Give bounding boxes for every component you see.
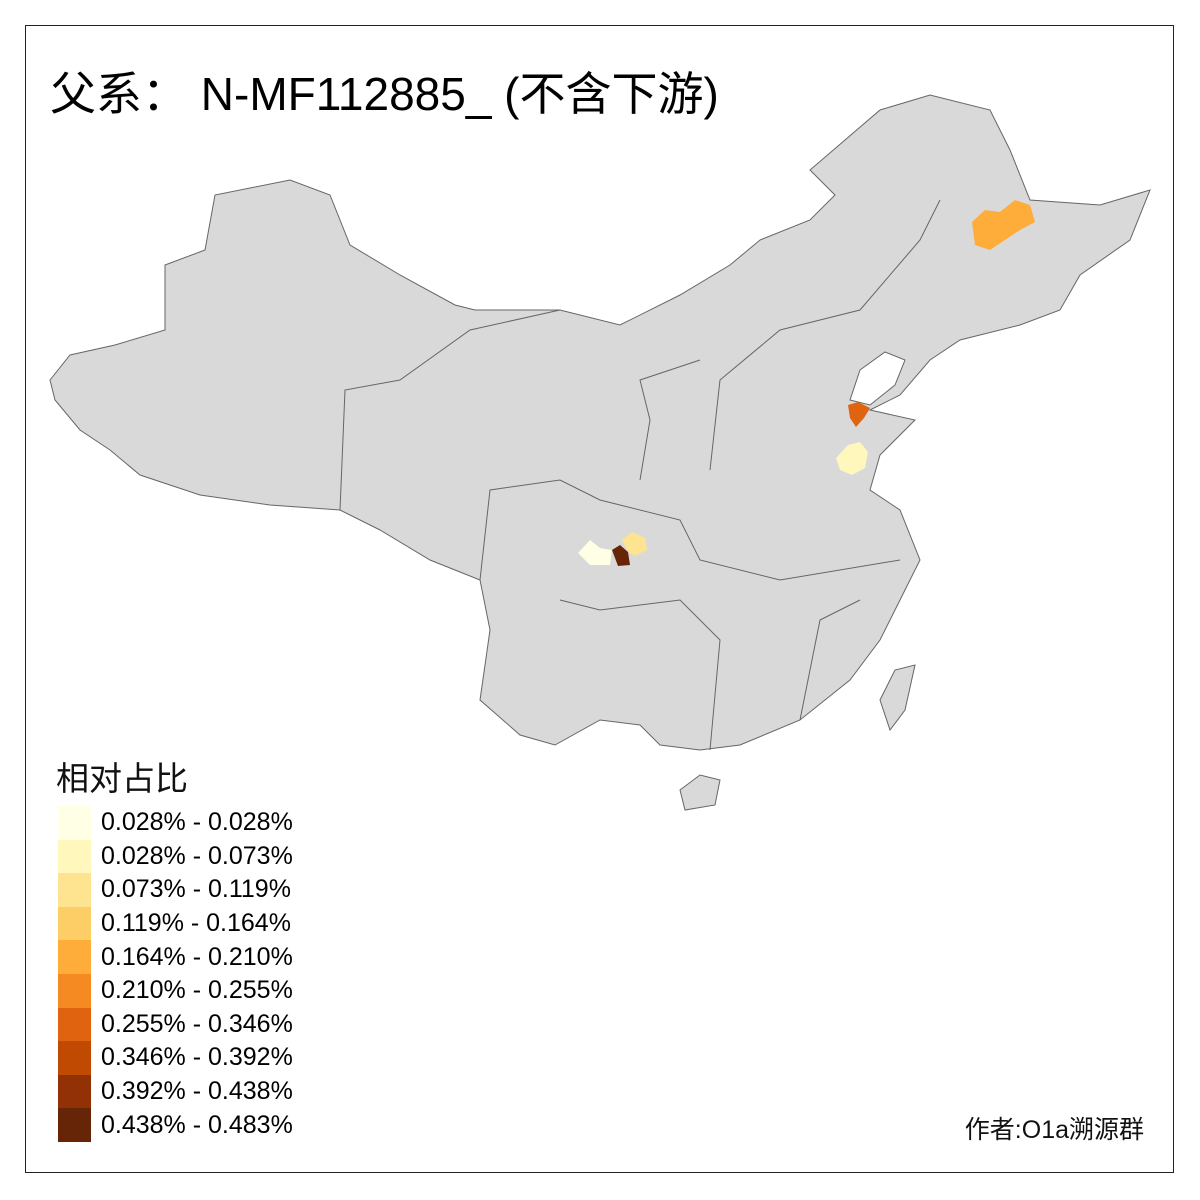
legend: 0.028% - 0.028% 0.028% - 0.073% 0.073% - 0…	[58, 806, 293, 1142]
legend-swatch	[58, 940, 91, 974]
province-borders	[559, 599, 721, 751]
legend-label: 0.438% - 0.483%	[101, 1110, 293, 1139]
legend-item: 0.438% - 0.483%	[58, 1108, 293, 1142]
hainan	[679, 774, 721, 811]
frame-border	[25, 25, 1174, 1173]
legend-swatch	[58, 806, 91, 840]
region-shandong-central	[836, 442, 868, 475]
legend-item: 0.392% - 0.438%	[58, 1074, 293, 1109]
legend-item: 0.028% - 0.073%	[58, 839, 293, 874]
map-title: 父系： N-MF112885_ (不含下游)	[50, 68, 719, 120]
region-sichuan-center	[612, 545, 630, 566]
legend-swatch	[58, 973, 91, 1008]
legend-item: 0.255% - 0.346%	[58, 1007, 293, 1042]
author-credit: 作者:O1a溯源群	[964, 1116, 1144, 1144]
legend-item: 0.028% - 0.028%	[58, 806, 293, 840]
legend-label: 0.164% - 0.210%	[101, 942, 293, 971]
region-shandong-north	[848, 402, 870, 427]
region-sichuan-east	[622, 532, 647, 556]
province-borders	[709, 199, 941, 471]
legend-swatch	[58, 873, 91, 907]
legend-label: 0.346% - 0.392%	[101, 1043, 293, 1072]
legend-swatch	[58, 1007, 91, 1042]
legend-label: 0.392% - 0.438%	[101, 1077, 293, 1106]
legend-title: 相对占比	[56, 759, 188, 798]
legend-item: 0.119% - 0.164%	[58, 906, 293, 941]
legend-item: 0.346% - 0.392%	[58, 1041, 293, 1075]
legend-item: 0.073% - 0.119%	[58, 873, 293, 907]
legend-item: 0.164% - 0.210%	[58, 940, 293, 974]
taiwan	[879, 664, 916, 732]
legend-label: 0.119% - 0.164%	[101, 909, 291, 938]
legend-swatch	[58, 1074, 91, 1109]
legend-swatch	[58, 1108, 91, 1142]
legend-swatch	[58, 906, 91, 941]
region-sichuan-west	[578, 540, 612, 565]
region-heilongjiang	[972, 200, 1035, 250]
province-borders	[799, 599, 861, 721]
province-borders	[639, 359, 701, 481]
legend-label: 0.210% - 0.255%	[101, 976, 293, 1005]
legend-swatch	[58, 1041, 91, 1075]
mainland-china	[49, 94, 1151, 751]
province-borders	[479, 479, 901, 581]
province-borders	[339, 309, 561, 511]
legend-swatch	[58, 839, 91, 874]
legend-label: 0.028% - 0.028%	[101, 808, 293, 837]
legend-label: 0.028% - 0.073%	[101, 841, 293, 870]
legend-label: 0.073% - 0.119%	[101, 875, 291, 904]
bohai-sea	[849, 351, 906, 406]
legend-item: 0.210% - 0.255%	[58, 973, 293, 1008]
legend-label: 0.255% - 0.346%	[101, 1009, 293, 1038]
